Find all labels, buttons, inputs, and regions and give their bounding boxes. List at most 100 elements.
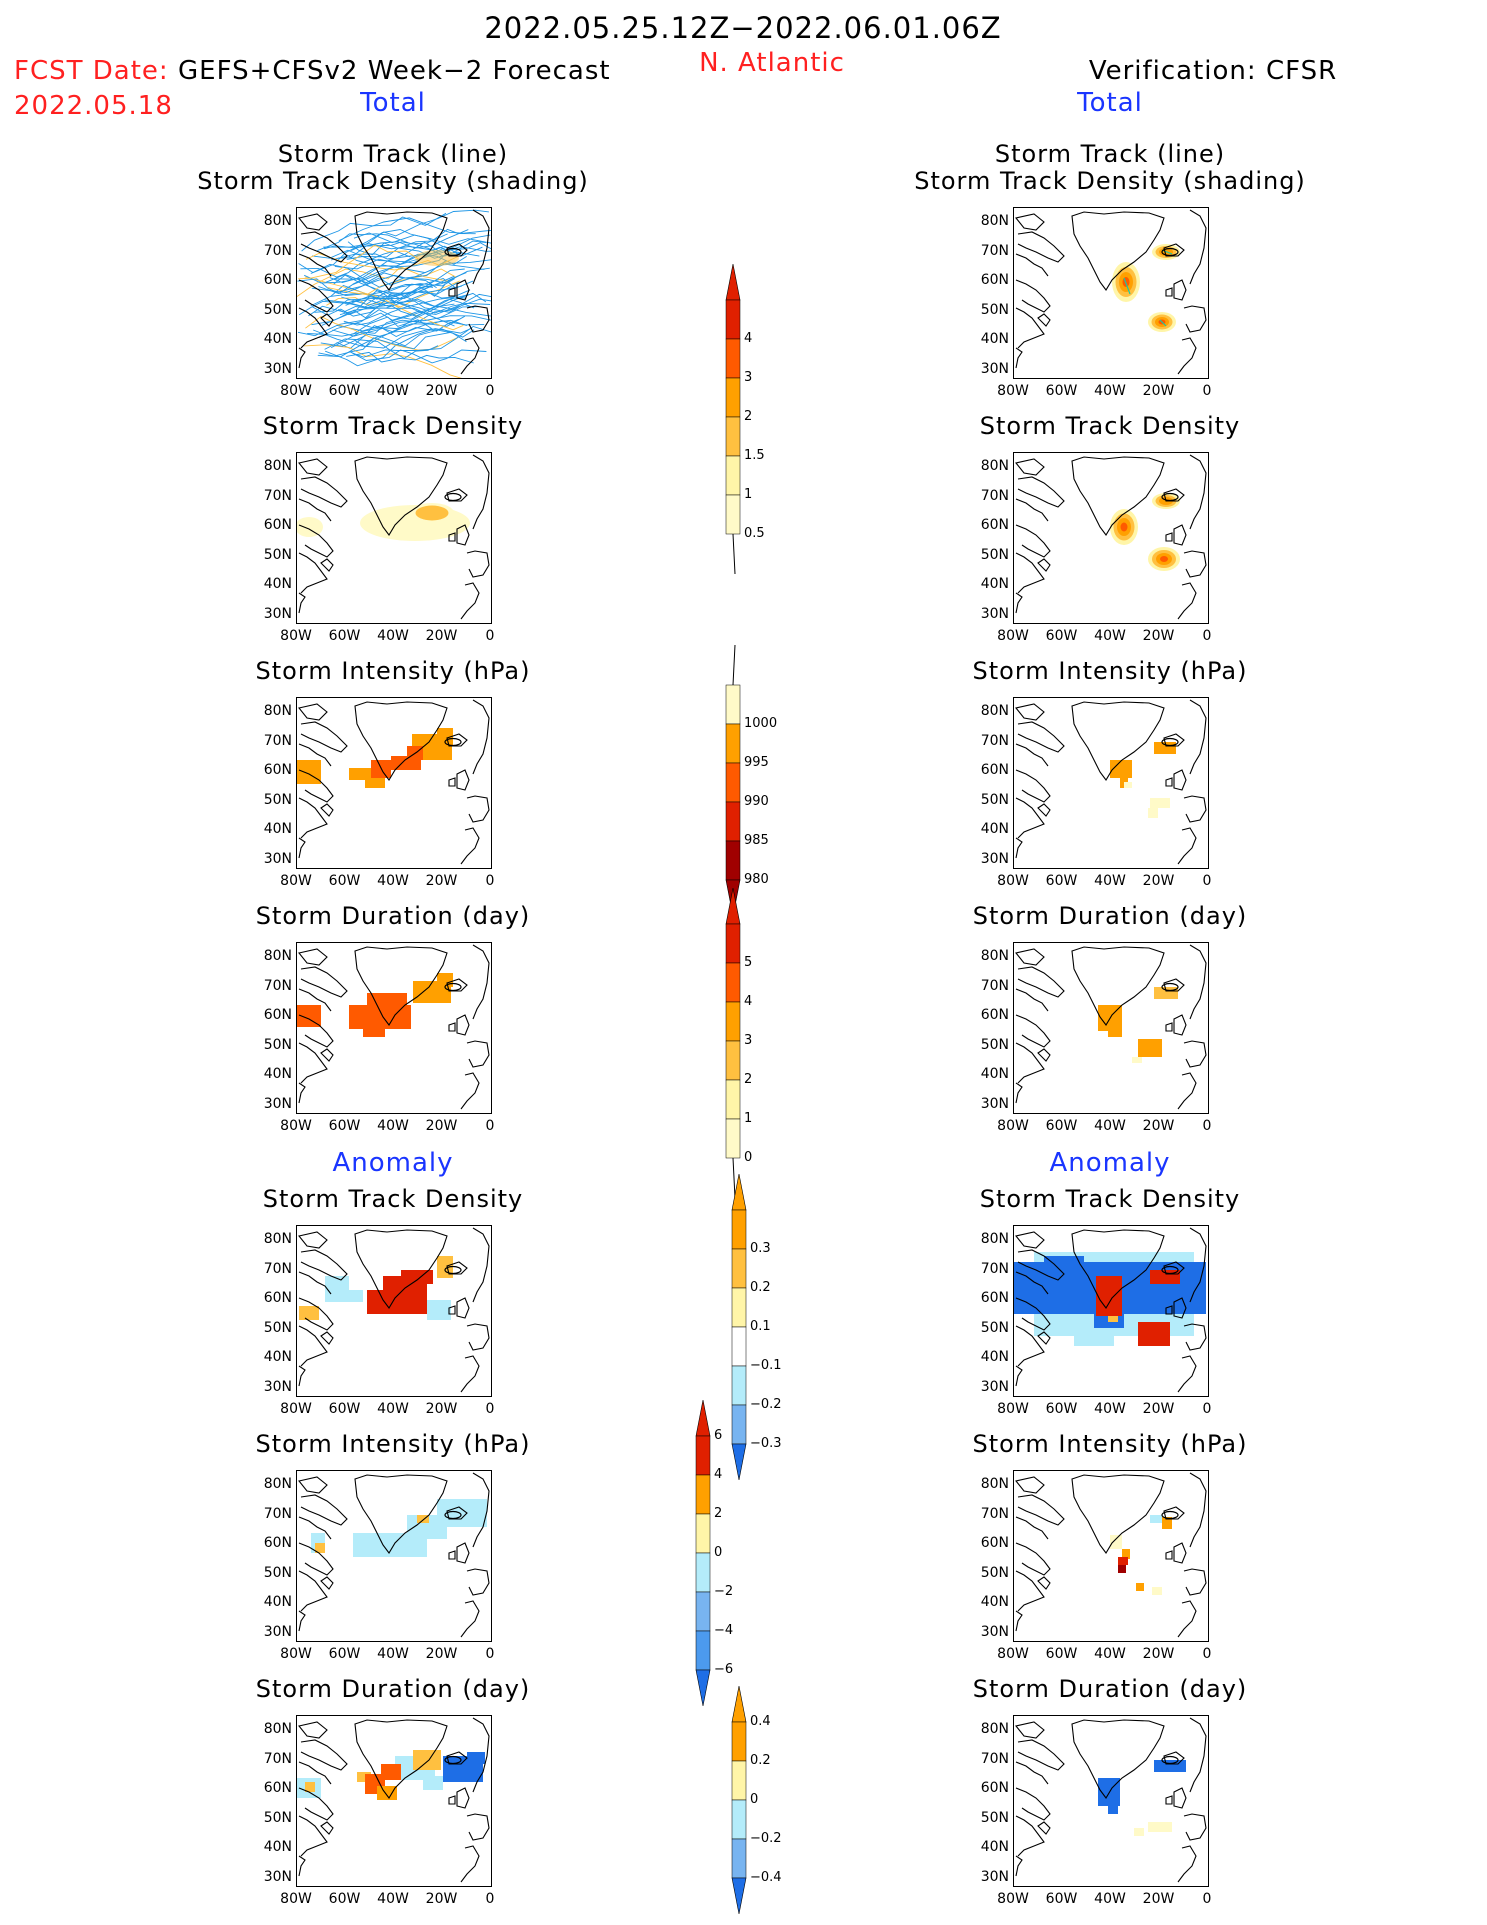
map-panel (296, 697, 492, 869)
lon-tick-label: 60W (328, 383, 361, 399)
map-panel (296, 452, 492, 624)
colorbar-density-anom (730, 1174, 760, 1484)
lat-tick-label: 30N (263, 850, 292, 867)
panel-title-density: Storm Track Density (262, 412, 524, 440)
map-plot (298, 1472, 490, 1638)
colorbar-tick-label: 0 (750, 1792, 759, 1807)
lat-tick-label: 30N (980, 1095, 1009, 1112)
panel-title-intensity: Storm Intensity (hPa) (255, 657, 531, 685)
lat-tick-label: 40N (980, 1594, 1009, 1610)
colorbar-tick-label: 2 (744, 1072, 753, 1087)
lon-tick-label: 80W (997, 1118, 1029, 1134)
lon-tick-label: 20W (425, 1646, 458, 1662)
colorbar-duration-anom (730, 1686, 760, 1918)
lat-tick-label: 60N (263, 1535, 292, 1551)
lon-tick-label: 20W (1142, 1118, 1175, 1134)
lon-tick-label: 20W (1142, 628, 1175, 644)
lon-tick-label: 20W (425, 1891, 458, 1907)
lat-tick-label: 60N (980, 1535, 1009, 1551)
lat-tick-label: 80N (980, 213, 1009, 229)
colorbar-tick-label: 4 (714, 1467, 723, 1482)
lat-tick-label: 60N (263, 1780, 292, 1796)
lon-tick-label: 80W (280, 383, 312, 399)
lon-tick-label: 60W (328, 873, 361, 889)
colorbar-tick-label: 0 (714, 1545, 723, 1560)
lon-tick-label: 80W (997, 383, 1029, 399)
lat-tick-label: 40N (980, 1349, 1009, 1365)
lat-tick-label: 70N (980, 1260, 1009, 1277)
colorbar-tick-label: −0.2 (750, 1397, 782, 1412)
lon-tick-label: 60W (1045, 1891, 1078, 1907)
right-anomaly-heading: Anomaly (1049, 1148, 1171, 1178)
colorbar-tick-label: 1 (744, 1111, 753, 1126)
lat-tick-label: 70N (263, 977, 292, 994)
colorbar-tick-label: 2 (714, 1506, 723, 1521)
lon-tick-label: 40W (1094, 1646, 1126, 1662)
lon-tick-label: 0 (485, 628, 495, 644)
lat-tick-label: 60N (980, 1780, 1009, 1796)
lat-tick-label: 40N (263, 821, 292, 837)
lat-tick-label: 70N (263, 732, 292, 749)
panel-title-track_line: Storm Track (line) (994, 140, 1226, 168)
lon-tick-label: 80W (280, 873, 312, 889)
lon-tick-label: 60W (1045, 1118, 1078, 1134)
verification-label: Verification: CFSR (1088, 56, 1338, 86)
lat-tick-label: 60N (263, 762, 292, 778)
lat-tick-label: 30N (263, 1378, 292, 1395)
lon-tick-label: 40W (377, 628, 409, 644)
lon-tick-label: 40W (377, 1401, 409, 1417)
lat-tick-label: 30N (263, 1623, 292, 1640)
colorbar-tick-label: 0.2 (750, 1280, 771, 1295)
lat-tick-label: 40N (980, 1066, 1009, 1082)
map-plot (1015, 1472, 1207, 1638)
lat-tick-label: 70N (980, 242, 1009, 259)
lat-tick-label: 30N (980, 360, 1009, 377)
lat-tick-label: 50N (263, 791, 292, 808)
lat-tick-label: 60N (980, 1290, 1009, 1306)
map-panel (296, 1715, 492, 1887)
panel-title-duration: Storm Duration (day) (255, 1675, 531, 1703)
lon-tick-label: 20W (1142, 1401, 1175, 1417)
lon-tick-label: 20W (425, 1118, 458, 1134)
lon-tick-label: 40W (1094, 1891, 1126, 1907)
lat-tick-label: 50N (980, 546, 1009, 563)
colorbar-tick-label: 4 (744, 331, 753, 346)
colorbar-tick-label: 980 (744, 872, 769, 887)
panel-title-intensity: Storm Intensity (hPa) (255, 1430, 531, 1458)
lat-tick-label: 30N (980, 1378, 1009, 1395)
lon-tick-label: 0 (1202, 1646, 1212, 1662)
map-plot (1015, 699, 1207, 865)
lat-tick-label: 30N (263, 1095, 292, 1112)
colorbar-tick-label: 985 (744, 833, 769, 848)
lat-tick-label: 60N (980, 762, 1009, 778)
lon-tick-label: 40W (1094, 628, 1126, 644)
lon-tick-label: 60W (328, 1891, 361, 1907)
panel-title-density: Storm Track Density (979, 412, 1241, 440)
lon-tick-label: 40W (377, 873, 409, 889)
lon-tick-label: 20W (425, 383, 458, 399)
lon-tick-label: 80W (997, 873, 1029, 889)
lon-tick-label: 80W (280, 1891, 312, 1907)
colorbar-tick-label: 3 (744, 370, 753, 385)
lon-tick-label: 80W (997, 1646, 1029, 1662)
map-plot (1015, 209, 1207, 375)
lon-tick-label: 80W (997, 1891, 1029, 1907)
lon-tick-label: 0 (485, 383, 495, 399)
lat-tick-label: 30N (980, 605, 1009, 622)
panel-title-duration: Storm Duration (day) (972, 1675, 1248, 1703)
colorbar-tick-label: 0.5 (744, 526, 765, 541)
lat-tick-label: 40N (263, 576, 292, 592)
lon-tick-label: 0 (1202, 1401, 1212, 1417)
lat-tick-label: 30N (980, 1868, 1009, 1885)
colorbar-tick-label: 3 (744, 1033, 753, 1048)
lat-tick-label: 30N (263, 605, 292, 622)
lon-tick-label: 0 (1202, 1118, 1212, 1134)
lat-tick-label: 50N (980, 1809, 1009, 1826)
panel-title-intensity: Storm Intensity (hPa) (972, 1430, 1248, 1458)
lat-tick-label: 80N (263, 1231, 292, 1247)
lat-tick-label: 50N (263, 1319, 292, 1336)
lat-tick-label: 80N (263, 948, 292, 964)
lat-tick-label: 80N (263, 1721, 292, 1737)
panel-title-track_shading: Storm Track Density (shading) (914, 167, 1306, 195)
right-total-heading: Total (1077, 88, 1143, 118)
